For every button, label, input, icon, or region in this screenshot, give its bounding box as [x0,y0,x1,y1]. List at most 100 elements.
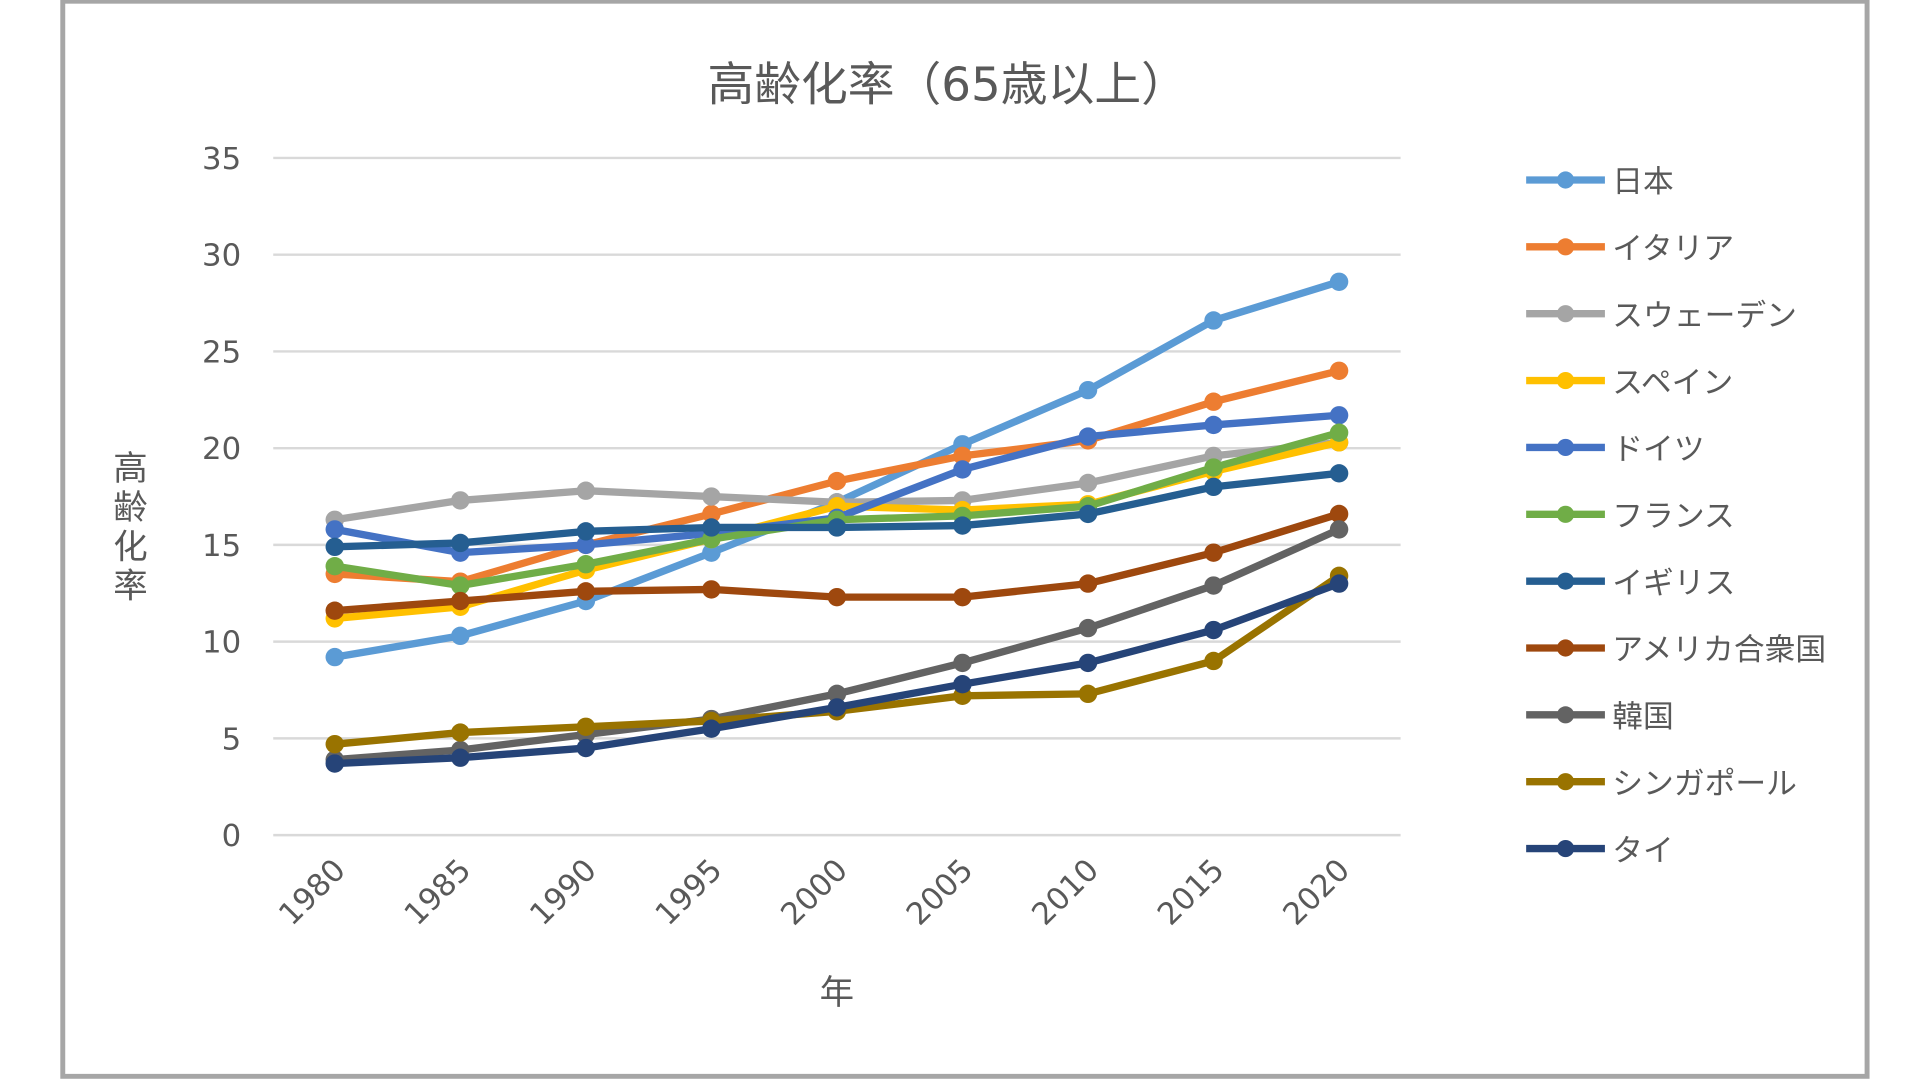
legend-item: イギリス [1526,566,1735,601]
data-point [953,587,972,607]
data-point [325,556,344,576]
legend-swatch-marker [1556,171,1575,189]
legend-label: フランス [1612,500,1734,535]
series-10 [325,574,1349,773]
y-axis-label-char: 率 [113,567,147,607]
data-point [702,719,721,738]
data-point [1204,311,1223,330]
legend-item: スウェーデン [1526,299,1797,334]
legend-label: スウェーデン [1612,299,1797,334]
data-point [325,537,344,557]
data-point [1204,543,1223,562]
data-point [1329,272,1349,291]
legend-swatch-marker [1556,706,1575,724]
legend-swatch-marker [1556,372,1575,390]
y-axis-label-char: 齢 [113,488,147,528]
series-6 [325,464,1349,557]
data-point [1204,477,1223,497]
y-tick-label: 10 [202,626,241,661]
legend-item: ドイツ [1526,433,1705,468]
legend-item: イタリア [1526,232,1734,267]
data-point [325,754,344,773]
legend-label: ドイツ [1612,433,1704,468]
y-axis-label: 高齢化率 [113,449,147,606]
legend-label: イタリア [1612,232,1734,267]
data-point [325,601,344,620]
data-point [827,518,847,537]
series-8 [325,520,1349,769]
legend-label: 日本 [1612,165,1674,200]
data-point [1078,618,1098,638]
data-point [451,576,470,595]
legend-label: スペイン [1612,366,1733,401]
data-point [1329,423,1349,442]
legend-item: スペイン [1526,366,1733,401]
data-point [827,587,847,607]
legend-label: シンガポール [1612,767,1797,802]
data-point [325,520,344,539]
x-axis-label: 年 [820,973,854,1013]
legend-swatch-marker [1556,238,1575,256]
data-point [1329,504,1349,524]
data-point [953,446,972,466]
data-point [1329,361,1349,380]
data-point [1329,574,1349,593]
data-point [953,653,972,673]
data-point [451,591,470,611]
data-point [1078,427,1098,446]
chart-title: 高齢化率（65歳以上） [708,59,1188,113]
data-point [1204,620,1223,640]
data-point [576,738,596,758]
data-point [1204,651,1223,671]
data-point [451,723,470,742]
data-point [576,555,596,574]
y-axis-label-char: 化 [113,527,147,567]
data-point [1078,684,1098,704]
data-point [702,487,721,506]
data-point [1204,576,1223,595]
legend-label: イギリス [1612,566,1735,601]
y-tick-label: 5 [222,722,242,757]
legend-swatch-marker [1556,840,1575,858]
data-point [1329,520,1349,539]
data-point [576,582,596,601]
legend-label: アメリカ合衆国 [1612,633,1826,668]
y-tick-label: 0 [222,819,242,854]
data-point [702,543,721,562]
legend-swatch-marker [1556,773,1575,791]
data-point [576,535,596,555]
legend-item: 韓国 [1526,700,1674,735]
legend-label: タイ [1612,834,1674,869]
legend-item: タイ [1526,834,1674,869]
data-point [1329,464,1349,483]
legend-item: 日本 [1526,165,1674,200]
data-point [576,481,596,500]
legend-item: シンガポール [1526,767,1797,802]
y-axis-label-char: 高 [113,449,147,489]
legend-swatch-marker [1556,438,1575,456]
data-point [1204,392,1223,411]
data-point [576,522,596,541]
y-tick-label: 30 [202,239,241,274]
legend-label: 韓国 [1612,700,1674,735]
y-tick-label: 35 [202,142,241,177]
data-point [1078,504,1098,524]
data-point [1078,653,1098,673]
data-point [576,717,596,736]
data-point [451,491,470,510]
data-point [1078,473,1098,493]
data-point [702,580,721,599]
legend-item: アメリカ合衆国 [1526,633,1826,668]
data-point [451,748,470,767]
data-point [702,518,721,537]
data-point [953,516,972,535]
data-point [325,734,344,754]
legend-item: フランス [1526,500,1735,535]
y-tick-label: 20 [202,432,241,467]
legend-swatch-marker [1556,305,1575,323]
data-point [953,675,972,694]
y-tick-label: 15 [202,529,241,564]
data-point [702,504,721,524]
data-point [451,626,470,646]
